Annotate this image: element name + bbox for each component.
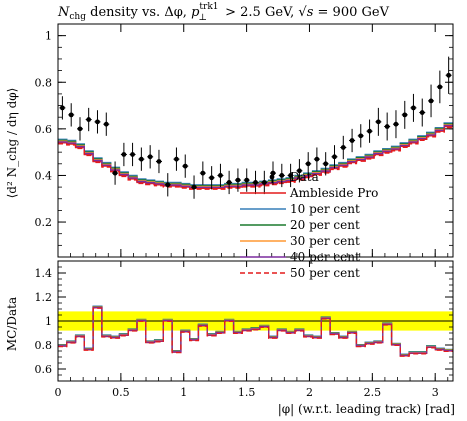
legend-label: 40 per cent [290, 250, 360, 264]
data-point [367, 128, 372, 134]
x-tick-label: 0 [55, 386, 62, 399]
data-point [226, 180, 232, 185]
data-point [384, 124, 390, 129]
y-tick-label-main: 0.4 [35, 169, 53, 182]
title-energy: = 900 GeV [313, 5, 389, 20]
data-point [314, 156, 320, 162]
data-point [279, 173, 285, 178]
chart-title: Nchg density vs. Δφ, ptrk1 ⊥ > 2.5 GeV, √… [57, 2, 390, 23]
x-tick-label: 1.5 [238, 386, 256, 399]
x-tick-label: 0.5 [112, 386, 130, 399]
data-point [349, 138, 355, 143]
x-tick-label: 2 [306, 386, 313, 399]
x-tick-label: 3 [432, 386, 439, 399]
legend-label: Ambleside Pro [289, 186, 378, 200]
data-point [68, 112, 74, 118]
data-point [437, 84, 443, 90]
y-tick-label-ratio: 1.4 [35, 267, 53, 280]
data-point [332, 154, 337, 160]
data-point [446, 72, 452, 78]
data-point [130, 152, 135, 157]
data-point [103, 121, 109, 127]
data-point [419, 110, 425, 115]
legend-label: 10 per cent [290, 202, 360, 216]
title-trk1: trk1 [199, 2, 218, 12]
legend-label: 20 per cent [290, 218, 360, 232]
y-tick-label-ratio: 1.2 [35, 291, 53, 304]
data-point [200, 170, 206, 176]
main-panel: 0.2 0.4 0.6 0.8 1 [35, 24, 453, 257]
title-chg: chg [69, 12, 86, 22]
data-point [428, 98, 434, 104]
data-point [288, 173, 294, 178]
data-point [182, 163, 188, 169]
data-point [305, 161, 311, 167]
data-point [77, 126, 83, 132]
ratio-series-line [58, 307, 453, 357]
data-point [297, 168, 302, 174]
data-point [60, 105, 65, 111]
title-p: p [191, 5, 200, 20]
ratio-frame [57, 260, 454, 382]
y-tick-label-main: 1 [45, 30, 52, 43]
data-point [402, 112, 408, 118]
data-point [138, 156, 144, 162]
data-point [323, 161, 329, 167]
data-point [261, 180, 267, 185]
data-point [358, 133, 364, 139]
y-axis-label-main: ⟨d² N_chg / dη dφ⟩ [5, 88, 19, 199]
data-point [95, 119, 100, 125]
x-axis-label: |φ| (w.r.t. leading track) [rad] [278, 402, 455, 416]
data-point [411, 105, 416, 111]
data-point [253, 180, 258, 185]
title-perp: ⊥ [199, 13, 207, 23]
legend-label: Data [290, 170, 319, 184]
data-point [340, 145, 346, 150]
title-n: N [57, 5, 70, 20]
data-point [174, 156, 179, 162]
data-point [156, 159, 162, 164]
data-point [147, 154, 153, 160]
legend-data-marker [269, 174, 275, 180]
y-tick-label-ratio: 0.6 [35, 363, 53, 376]
data-point [112, 170, 118, 176]
x-tick-label: 2.5 [364, 386, 382, 399]
title-cut: > 2.5 GeV, [221, 5, 298, 20]
y-tick-label-main: 0.2 [35, 216, 53, 229]
data-point [121, 152, 127, 157]
y-tick-label-main: 0.8 [35, 76, 53, 89]
data-point [209, 175, 215, 181]
y-tick-label-ratio: 1 [45, 315, 52, 328]
ratio-panel: 0.6 0.8 1 1.2 1.4 0 0.5 1 1.5 2 2.5 3 [35, 253, 453, 399]
title-density-vs: density vs. Δφ, [86, 5, 191, 20]
data-point [393, 121, 399, 127]
mc-series-line [58, 126, 453, 190]
title-sqrt: √s [298, 5, 313, 20]
y-axis-label-ratio: MC/Data [5, 297, 19, 351]
data-point [375, 119, 381, 125]
legend: Data Ambleside Pro 10 per cent 20 per cent 3… [240, 170, 378, 280]
data-point [235, 177, 241, 183]
data-point [244, 177, 250, 183]
data-point [218, 173, 223, 178]
y-tick-label-ratio: 0.8 [35, 339, 53, 352]
data-point [191, 184, 197, 190]
legend-label: 30 per cent [290, 234, 360, 248]
main-frame [57, 23, 454, 258]
y-tick-label-main: 0.6 [35, 123, 53, 136]
data-point [165, 182, 171, 188]
data-point [86, 117, 92, 122]
x-tick-label: 1 [180, 386, 187, 399]
legend-label: 50 per cent [290, 266, 360, 280]
